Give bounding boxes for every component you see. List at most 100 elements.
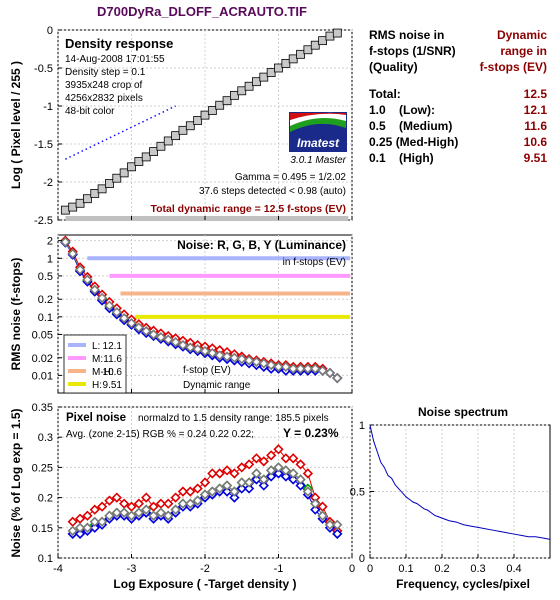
rms-table-head-line: f-stops (1/SNR) (369, 44, 456, 58)
legend-code: H: (92, 380, 102, 391)
pixel-noise-marker (207, 486, 218, 497)
pixel-noise-marker (251, 474, 262, 485)
rms-row-label: Total: (369, 87, 401, 101)
legend-footer-line: f-stop (EV) (183, 365, 231, 376)
y-tick-label: 0.1 (38, 553, 53, 565)
rms-marker (310, 363, 321, 374)
density-ylabel: Log ( Pixel level / 255 ) (9, 61, 23, 189)
pixel-noise-marker (280, 471, 291, 482)
pixel-noise-marker (199, 477, 211, 488)
rms-marker (67, 248, 78, 259)
density-marker (281, 59, 291, 68)
spectrum-line (369, 424, 551, 540)
pixel-noise-marker (273, 462, 284, 473)
density-marker (200, 110, 210, 120)
density-marker (288, 54, 298, 64)
pixel-noise-marker (221, 486, 233, 497)
pixel-noise-title: Pixel noise (66, 412, 126, 424)
pixel-noise-marker (141, 504, 152, 515)
rms-table-head-line: f-stops (EV) (479, 60, 547, 74)
pixel-noise-marker (177, 486, 189, 497)
y-tick-label: 0 (359, 553, 365, 565)
rms-marker (273, 361, 284, 372)
pixel-noise-marker (155, 507, 167, 518)
density-marker (237, 86, 247, 96)
density-info-line: Density step = 0.1 (65, 67, 146, 78)
legend-code: L: (92, 341, 100, 352)
rms-marker (185, 342, 196, 353)
density-marker (60, 205, 70, 215)
rms-marker (74, 264, 86, 275)
pixel-noise-marker (111, 492, 122, 503)
pixel-noise-marker (170, 504, 181, 515)
y-tick-label: 0.1 (38, 312, 53, 324)
pixel-noise-marker (177, 498, 189, 509)
rms-marker (126, 318, 137, 329)
pixel-noise-marker (82, 522, 93, 533)
rms-row-value: 11.6 (524, 119, 547, 133)
density-marker (303, 45, 313, 55)
pixel-noise-marker (295, 459, 306, 470)
legend-value: 9.51 (103, 380, 123, 391)
rms-marker (82, 274, 93, 285)
pixel-noise-marker (82, 510, 93, 521)
y-tick-label: 0.5 (350, 487, 365, 499)
pixel-noise-marker (295, 480, 306, 491)
rms-marker (177, 339, 189, 351)
pixel-noise-marker (67, 525, 78, 536)
legend-value: 12.1 (103, 341, 123, 352)
pixel-noise-marker (243, 459, 255, 470)
pixel-noise-marker (89, 522, 100, 533)
pixel-noise-marker (310, 504, 321, 515)
pixel-noise-marker (280, 465, 291, 476)
pixel-noise-marker (258, 480, 269, 491)
pixel-noise-marker (214, 483, 225, 494)
pixel-noise-marker (324, 519, 336, 530)
pixel-noise-marker (170, 492, 181, 503)
pixel-noise-marker (229, 486, 240, 497)
pixel-noise-marker (163, 510, 174, 521)
rms-marker (214, 350, 225, 361)
pixel-noise-marker (258, 474, 269, 485)
density-marker (193, 116, 203, 125)
density-marker (149, 147, 158, 157)
pixel-noise-marker (266, 471, 277, 482)
density-marker (318, 36, 328, 46)
logo-version: 3.0.1 Master (290, 155, 346, 166)
rms-marker (170, 336, 181, 348)
y-tick-label: 0.25 (32, 462, 53, 474)
y-tick-label: 1 (47, 253, 53, 265)
pixel-noise-avg: Avg. (zone 2-15) RGB % = 0.24 0.22 0.22; (66, 429, 254, 440)
y-tick-label: 0 (47, 25, 53, 37)
rms-marker (163, 334, 174, 345)
spectrum-xlabel: Frequency, cycles/pixel (396, 577, 530, 591)
rms-marker (302, 363, 314, 374)
density-marker (127, 162, 136, 172)
x-tick-label: 0.2 (434, 563, 449, 575)
pixel-noise-marker (251, 468, 262, 479)
pixel-noise-ylabel: Noise (% of Log exp = 1.5) (9, 408, 23, 557)
pixel-noise-marker (273, 444, 284, 455)
y-tick-label: 0.2 (38, 294, 53, 306)
rms-marker (288, 363, 299, 374)
pixel-noise-marker (148, 510, 159, 521)
density-info-line: 3935x248 crop of (65, 80, 143, 91)
y-tick-label: 0.35 (32, 402, 53, 414)
legend-value: 10.6 (103, 367, 123, 378)
rms-marker (104, 300, 115, 311)
y-tick-label: 0.01 (32, 370, 53, 382)
density-marker (259, 72, 269, 82)
rms-table-head-right: Dynamic range in f-stops (EV) (480, 27, 547, 75)
rms-ylabel: RMS noise (f-stops) (9, 258, 23, 371)
rms-marker (155, 332, 167, 343)
rms-row-label: 0.25 (Med-High) (369, 135, 459, 149)
pixel-noise-marker (288, 468, 299, 479)
pixel-noise-marker (310, 498, 321, 509)
x-tick-label: -3 (127, 563, 137, 575)
density-marker (332, 28, 342, 38)
rms-marker (60, 236, 71, 248)
rms-table-row: 0.5 (Medium) 11.6 (369, 118, 547, 134)
rms-marker (295, 363, 306, 374)
rms-marker (243, 355, 255, 366)
